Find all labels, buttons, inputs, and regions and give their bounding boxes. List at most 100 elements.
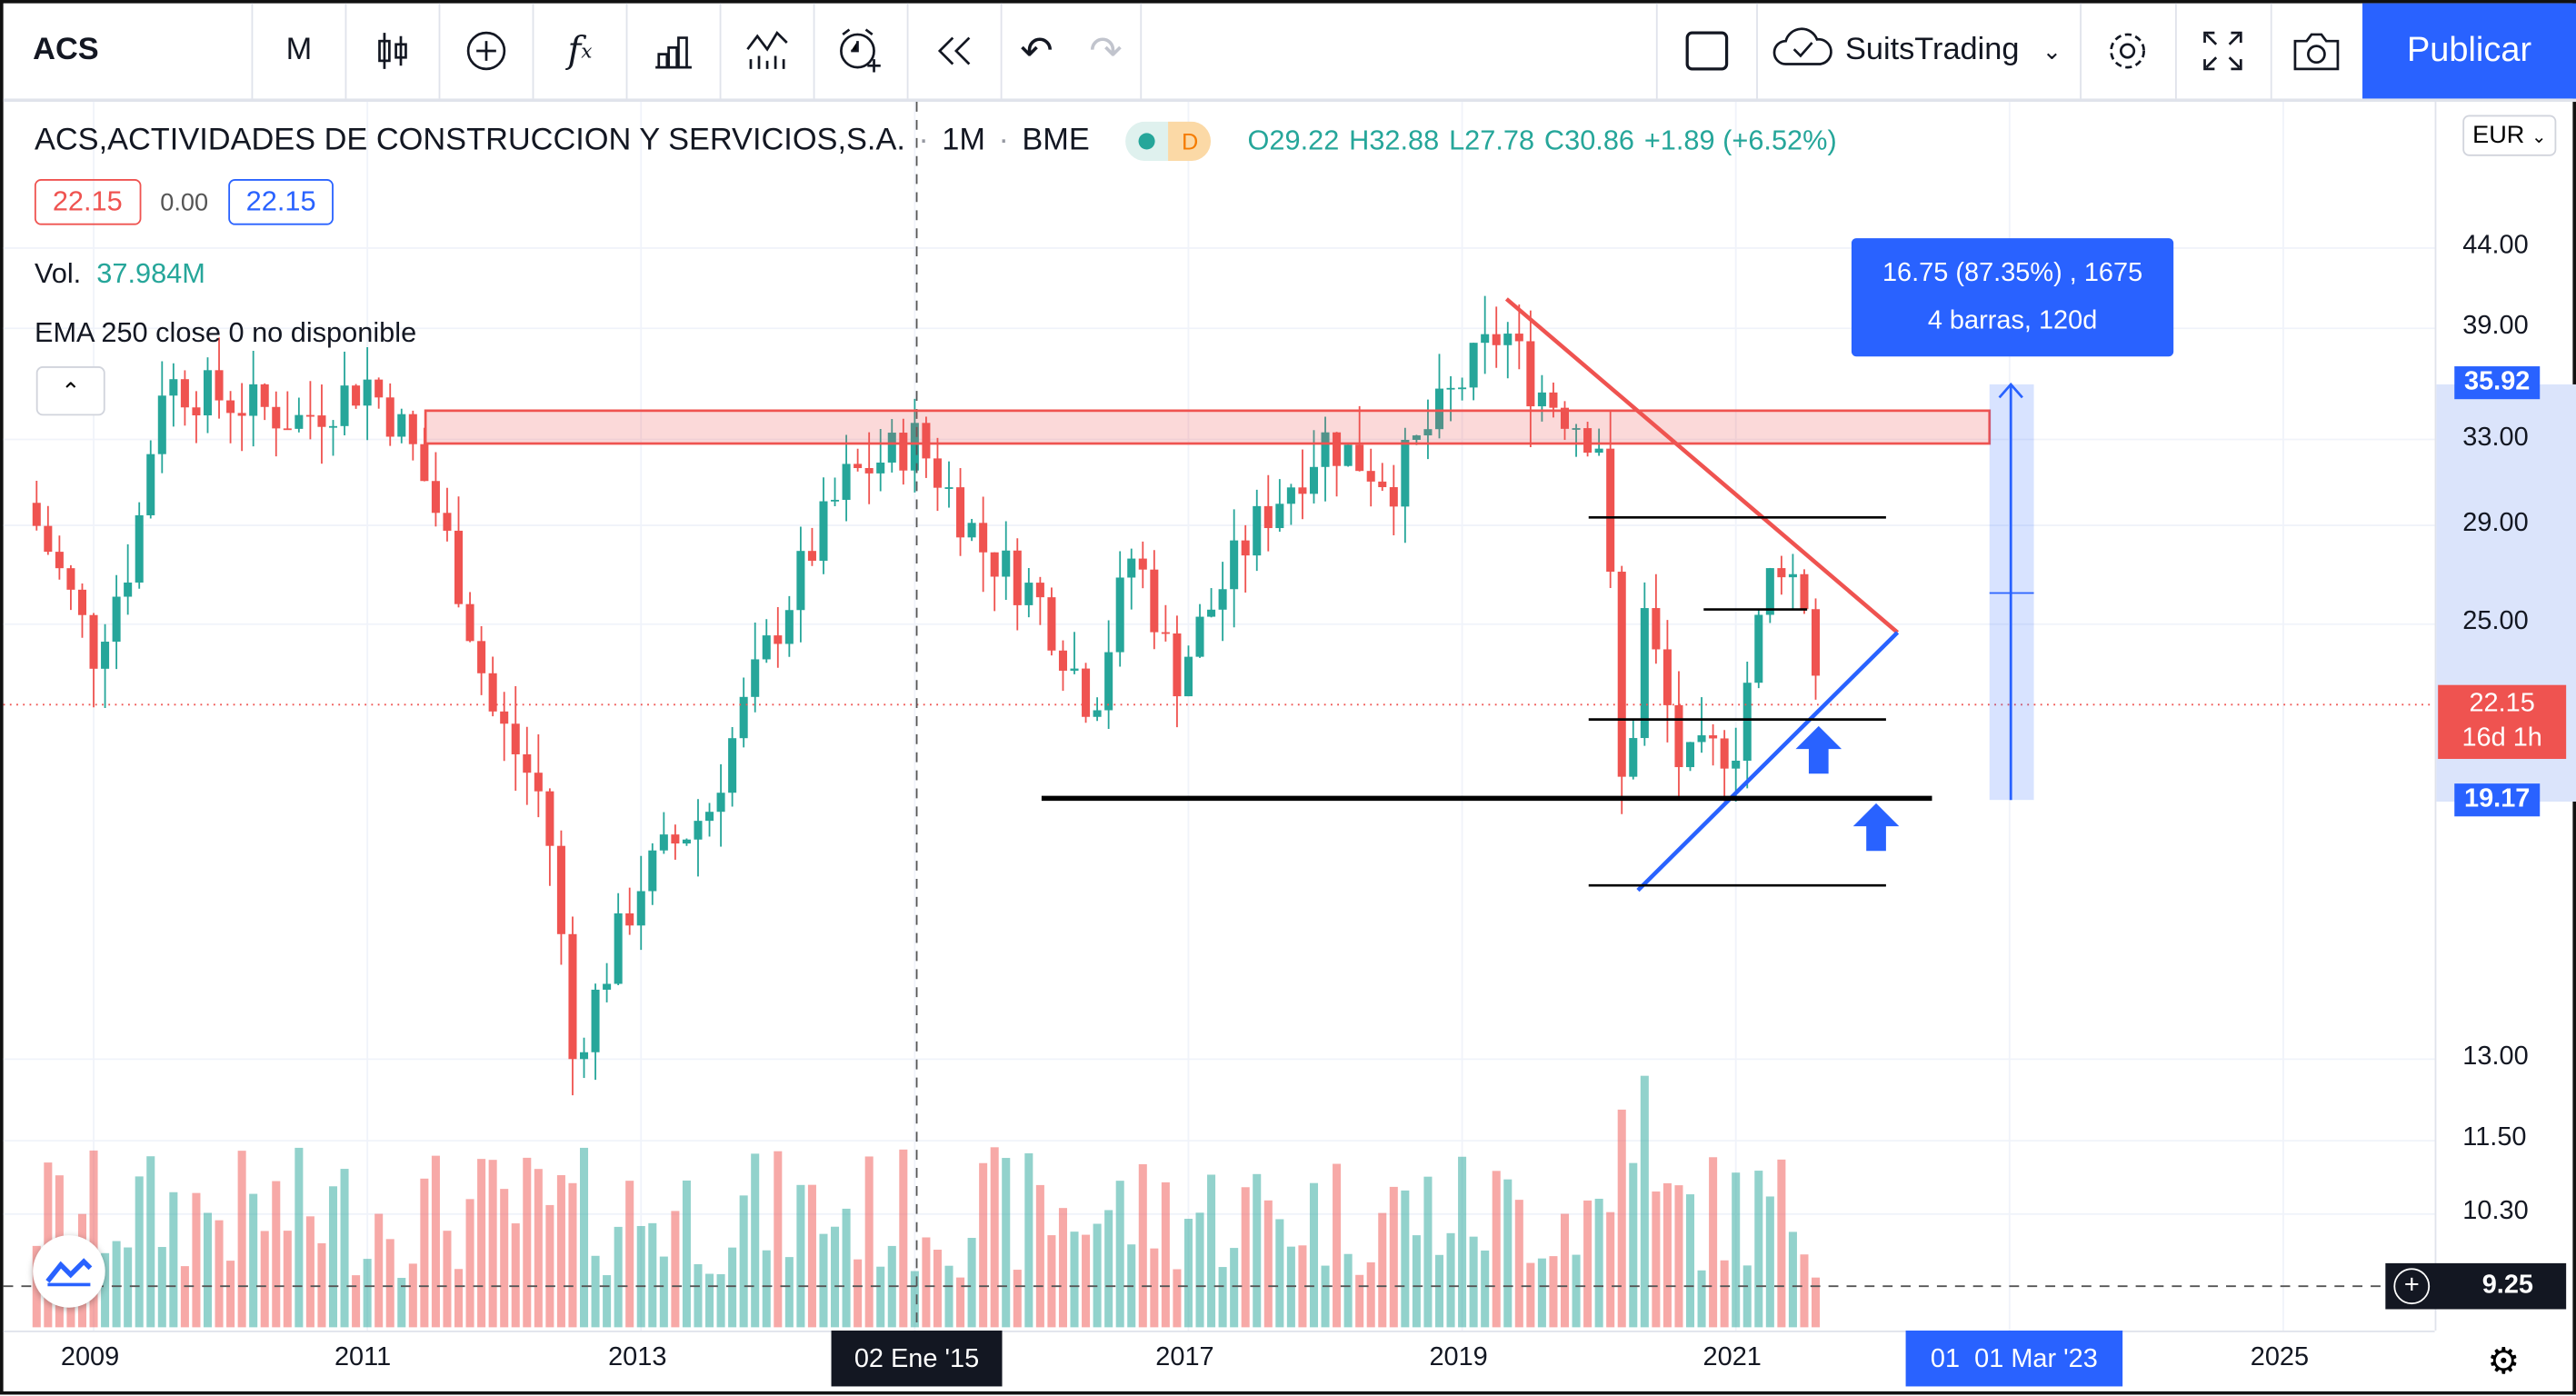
candle-body bbox=[295, 414, 304, 429]
candle-body bbox=[807, 551, 816, 561]
price-chart[interactable] bbox=[3, 102, 2435, 1334]
candle-body bbox=[956, 487, 965, 538]
chevron-up-icon: ⌃ bbox=[61, 376, 81, 404]
buy-button[interactable]: 22.15 bbox=[227, 179, 334, 225]
candles-icon[interactable] bbox=[346, 3, 441, 99]
time-axis[interactable] bbox=[3, 1330, 2435, 1396]
layout-selector[interactable]: SuitsTrading ⌄ bbox=[1754, 3, 2082, 99]
volume-bar bbox=[454, 1269, 464, 1328]
replay-icon[interactable] bbox=[908, 3, 1003, 99]
candle-body bbox=[112, 596, 121, 643]
volume-bar bbox=[237, 1151, 246, 1328]
volume-bar bbox=[1047, 1235, 1056, 1328]
candle-body bbox=[328, 425, 338, 428]
volume-bar bbox=[876, 1266, 885, 1328]
candle-body bbox=[66, 568, 75, 590]
volume-bar bbox=[1514, 1200, 1523, 1328]
candle-body bbox=[990, 552, 999, 577]
time-tick: 2017 bbox=[1155, 1343, 1214, 1372]
sell-button[interactable]: 22.15 bbox=[34, 179, 141, 225]
currency-selector[interactable]: EUR ⌄ bbox=[2462, 115, 2557, 156]
volume-bar bbox=[1343, 1253, 1353, 1328]
volume-bar bbox=[249, 1193, 258, 1328]
candle-body bbox=[659, 834, 668, 851]
layout-square-icon[interactable] bbox=[1655, 3, 1758, 99]
add-plus-icon[interactable]: + bbox=[2393, 1268, 2431, 1305]
candle-body bbox=[1412, 435, 1421, 441]
volume-bar bbox=[1537, 1258, 1546, 1328]
collapse-legend-button[interactable]: ⌃ bbox=[35, 366, 105, 416]
legend-exchange: BME bbox=[1022, 123, 1090, 158]
low-value: L27.78 bbox=[1449, 125, 1535, 156]
candle-body bbox=[44, 525, 53, 553]
volume-bar bbox=[1812, 1277, 1821, 1328]
candle-body bbox=[1526, 341, 1535, 407]
interval-button[interactable]: M bbox=[253, 3, 347, 99]
candle-body bbox=[1207, 609, 1216, 617]
candle-body bbox=[157, 395, 166, 454]
candle-body bbox=[1343, 444, 1353, 466]
volume-bar bbox=[431, 1155, 440, 1328]
volume-bar bbox=[796, 1184, 805, 1328]
candle-body bbox=[124, 582, 133, 597]
candle-body bbox=[556, 845, 565, 934]
add-compare-icon[interactable] bbox=[440, 3, 534, 99]
volume-bar bbox=[671, 1211, 680, 1328]
camera-icon[interactable] bbox=[2271, 4, 2362, 99]
candle-body bbox=[887, 433, 896, 463]
candle-body bbox=[1275, 504, 1284, 529]
volume-bar bbox=[842, 1208, 851, 1328]
chart-settings-icon[interactable]: ⚙ bbox=[2487, 1340, 2521, 1382]
candle-body bbox=[1788, 573, 1797, 578]
volume-bar bbox=[659, 1256, 668, 1328]
financials-icon[interactable] bbox=[627, 3, 722, 99]
price-tick: 44.00 bbox=[2462, 231, 2529, 260]
redo-icon[interactable]: ↷ bbox=[1071, 3, 1143, 99]
volume-bar bbox=[933, 1250, 942, 1328]
volume-bar bbox=[1503, 1179, 1513, 1328]
candle-body bbox=[374, 379, 384, 398]
price-label-top: 35.92 bbox=[2454, 366, 2541, 400]
chevron-down-icon: ⌄ bbox=[2531, 127, 2547, 148]
templates-icon[interactable] bbox=[721, 3, 815, 99]
volume-bar bbox=[1526, 1262, 1535, 1328]
alert-icon[interactable] bbox=[814, 3, 909, 99]
candle-body bbox=[625, 912, 634, 926]
volume-bar bbox=[1093, 1223, 1102, 1328]
volume-bar bbox=[1150, 1248, 1159, 1328]
volume-bar bbox=[1389, 1186, 1398, 1328]
undo-icon[interactable]: ↶ bbox=[1020, 28, 1053, 74]
candle-body bbox=[1423, 429, 1433, 436]
candle-body bbox=[784, 610, 794, 644]
volume-bar bbox=[579, 1147, 589, 1328]
candle-body bbox=[272, 406, 281, 429]
volume-bar bbox=[1629, 1162, 1638, 1328]
volume-bar bbox=[443, 1231, 452, 1328]
candle-body bbox=[192, 407, 201, 416]
session-badge: D bbox=[1168, 121, 1212, 162]
candle-body bbox=[1583, 428, 1593, 454]
volume-bar bbox=[477, 1159, 486, 1328]
settings-gear-icon[interactable] bbox=[2080, 3, 2177, 99]
candle-body bbox=[283, 428, 292, 431]
price-tick: 10.30 bbox=[2462, 1197, 2529, 1226]
candle-body bbox=[340, 385, 349, 426]
volume-bar bbox=[500, 1189, 509, 1328]
volume-bar bbox=[819, 1233, 828, 1328]
symbol-search[interactable]: ACS bbox=[4, 3, 254, 99]
fullscreen-icon[interactable] bbox=[2175, 3, 2272, 99]
candle-body bbox=[1298, 487, 1307, 494]
candle-body bbox=[169, 379, 178, 396]
volume-bar bbox=[1640, 1075, 1649, 1328]
candle-body bbox=[922, 423, 931, 459]
volume-bar bbox=[705, 1273, 714, 1328]
candle-body bbox=[1434, 388, 1444, 430]
publish-button[interactable]: Publicar bbox=[2362, 3, 2576, 99]
volume-bar bbox=[283, 1231, 292, 1328]
candle-body bbox=[1742, 683, 1752, 761]
tradingview-logo[interactable] bbox=[33, 1235, 105, 1308]
volume-legend: Vol. 37.984M bbox=[35, 258, 205, 291]
candle-body bbox=[1697, 735, 1706, 743]
